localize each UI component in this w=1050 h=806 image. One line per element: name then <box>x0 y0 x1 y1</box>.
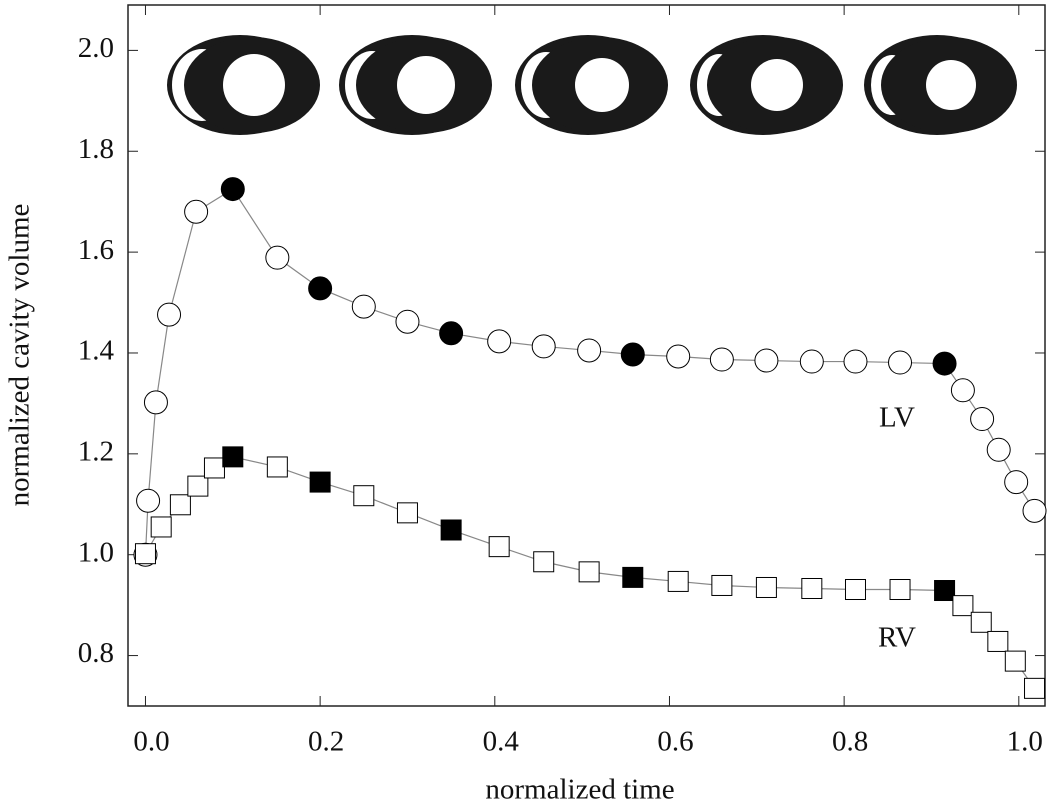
rv-marker <box>1004 650 1026 672</box>
lv-marker <box>799 349 824 374</box>
y-tick-label: 1.8 <box>78 133 114 165</box>
lv-marker <box>986 437 1011 462</box>
lv-marker <box>709 347 734 372</box>
lv-marker <box>1022 498 1047 523</box>
lv-marker <box>888 350 913 375</box>
rv-marker <box>488 536 510 558</box>
lv-marker <box>970 407 995 432</box>
lv-marker <box>620 342 645 367</box>
rv-marker <box>801 577 823 599</box>
lv-marker <box>666 344 691 369</box>
lv-marker <box>754 348 779 373</box>
rv-marker <box>1024 677 1046 699</box>
rv-marker <box>578 561 600 583</box>
y-tick-label: 1.4 <box>78 335 115 367</box>
rv-marker <box>533 551 555 573</box>
heart-icons <box>167 35 1017 135</box>
lv-marker <box>531 334 556 359</box>
x-tick-label: 1.0 <box>1007 726 1043 758</box>
rv-marker <box>134 543 156 565</box>
x-axis-label: normalized time <box>485 774 674 806</box>
lv-marker <box>351 294 376 319</box>
rv-marker <box>970 611 992 633</box>
lv-marker <box>184 199 209 224</box>
rv-marker <box>889 579 911 601</box>
y-tick-label: 2.0 <box>78 32 114 64</box>
lv-marker <box>265 245 290 270</box>
lv-marker <box>308 276 333 301</box>
rv-marker <box>667 570 689 592</box>
rv-marker <box>309 471 331 493</box>
x-tick-label: 0.8 <box>832 726 868 758</box>
rv-marker <box>169 494 191 516</box>
rv-marker <box>952 595 974 617</box>
series-label: LV <box>879 402 915 434</box>
lv-marker <box>577 338 602 363</box>
lv-marker <box>220 177 245 202</box>
y-axis-label: normalized cavity volume <box>4 204 36 507</box>
rv-marker <box>150 516 172 538</box>
rv-marker <box>222 446 244 468</box>
rv-marker <box>987 630 1009 652</box>
lv-marker <box>950 378 975 403</box>
rv-marker <box>844 579 866 601</box>
rv-marker <box>187 475 209 497</box>
rv-marker <box>396 502 418 524</box>
y-tick-label: 0.8 <box>78 637 114 669</box>
lv-marker <box>487 329 512 354</box>
x-tick-label: 0.2 <box>308 726 344 758</box>
y-tick-label: 1.6 <box>78 234 114 266</box>
lv-marker <box>932 351 957 376</box>
x-tick-label: 0.4 <box>483 726 520 758</box>
plot-frame <box>127 4 1046 707</box>
rv-marker <box>934 580 956 602</box>
lv-marker <box>157 302 182 327</box>
rv-marker <box>755 576 777 598</box>
lv-marker <box>1004 470 1029 495</box>
y-tick-label: 1.2 <box>78 435 114 467</box>
series-label: RV <box>878 622 916 654</box>
x-tick-label: 0.0 <box>133 726 169 758</box>
x-tick-label: 0.6 <box>657 726 693 758</box>
rv-marker <box>203 457 225 479</box>
rv-marker <box>711 574 733 596</box>
lv-marker <box>439 321 464 346</box>
lv-marker <box>136 488 161 513</box>
lv-marker <box>395 309 420 334</box>
lv-marker <box>843 349 868 374</box>
rv-marker <box>440 519 462 541</box>
rv-marker <box>266 456 288 478</box>
rv-marker <box>622 566 644 588</box>
lv-marker <box>143 390 168 415</box>
y-tick-label: 1.0 <box>78 536 114 568</box>
rv-marker <box>353 485 375 507</box>
